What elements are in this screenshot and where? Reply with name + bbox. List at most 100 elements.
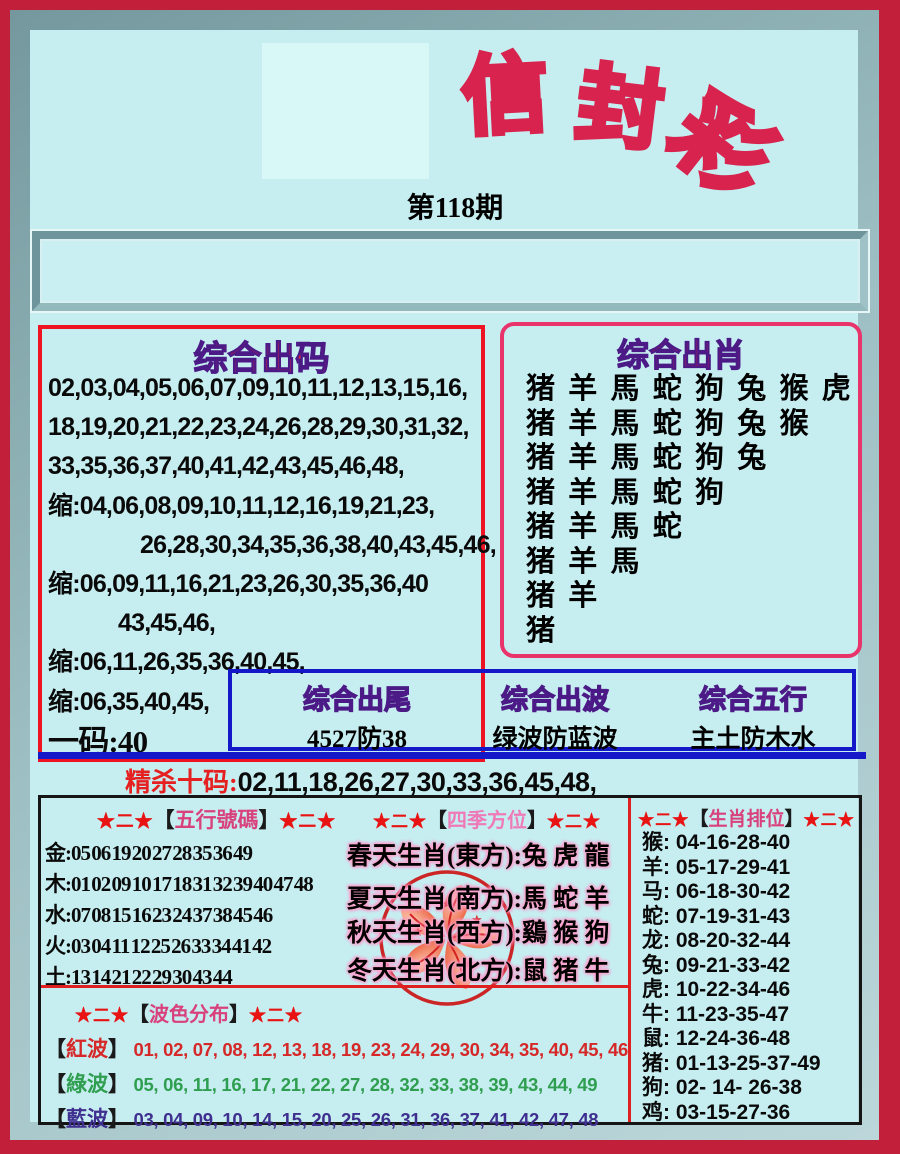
codes-line: 缩:04,06,08,09,10,11,12,16,19,21,23, <box>48 491 435 520</box>
codes-line: 缩:06,35,40,45, <box>48 687 210 716</box>
season-row-winter: 冬天生肖(北方):鼠 猪 牛 <box>347 958 610 985</box>
reference-box: ★ ★ ★ ★ ★ ★二★【五行號碼】★二★ 金:05 06 19 20 27 … <box>38 795 862 1131</box>
zodiac-rank-row: 狗: 02- 14- 26-38 <box>642 1076 802 1099</box>
summary-element-value: 主土防木水 <box>690 726 816 753</box>
summary-col-wave: 综合出波 绿波防蓝波 <box>456 678 654 753</box>
star-decor: ★二★ <box>279 811 337 831</box>
bracket-open: 【 <box>153 809 175 832</box>
bracket-open: 【 <box>689 809 709 830</box>
combined-zodiac-title: 综合出肖 <box>616 336 745 373</box>
bracket-close: 】 <box>229 1004 249 1026</box>
kill-ten-codes-numbers: 02,11,18,26,27,30,33,36,45,48, <box>237 767 597 797</box>
svg-text:★: ★ <box>471 912 483 927</box>
vertical-divider <box>628 798 631 1122</box>
zodiac-rank-row: 蛇: 07-19-31-43 <box>642 904 791 928</box>
element-row-water: 水:07 08 15 16 23 24 37 38 45 46 <box>45 903 273 927</box>
combined-codes-lines: 02,03,04,05,06,07,09,10,11,12,13,15,16, … <box>48 369 497 761</box>
summary-col-tail: 综合出尾 4527防38 <box>258 678 456 753</box>
codes-line: 43,45,46, <box>118 609 216 638</box>
blank-panel <box>262 43 429 179</box>
zodiac-row: 猪 <box>526 614 559 647</box>
title-char-1: 信 <box>457 43 553 148</box>
wave-color-header: ★二★【波色分布】★二★ <box>75 998 625 1027</box>
four-seasons-header: ★二★【四季方位】★二★ <box>341 804 633 833</box>
zodiac-rank-row: 牛: 11-23-35-47 <box>642 1002 790 1026</box>
four-seasons-header-text: 四季方位 <box>447 810 527 832</box>
bracket-close: 】 <box>108 1072 129 1096</box>
red-wave-row: 【紅波】 01, 02, 07, 08, 12, 13, 18, 19, 23,… <box>45 1033 628 1068</box>
svg-text:★: ★ <box>463 956 475 971</box>
blue-divider-line <box>38 752 866 759</box>
season-row-autumn: 秋天生肖(西方):鷄 猴 狗 <box>347 920 610 947</box>
bracket-open: 【 <box>45 1072 66 1096</box>
bracket-close: 】 <box>258 809 280 832</box>
codes-line: 26,28,30,34,35,36,38,40,43,45,46, <box>140 530 497 559</box>
summary-box: 综合出尾 4527防38 综合出波 绿波防蓝波 综合五行 主土防木水 <box>228 669 856 753</box>
element-row-earth: 土:13 14 21 22 29 30 43 44 <box>45 965 233 989</box>
zodiac-rank-header: ★二★【生肖排位】★二★ <box>638 804 862 831</box>
combined-zodiac-box: 综合出肖 猪 羊 馬 蛇 狗 兔 猴 虎 猪 羊 馬 蛇 狗 兔 猴 猪 羊 馬… <box>500 322 862 658</box>
title-char-2: 封 <box>569 54 671 165</box>
five-elements-section: ★二★【五行號碼】★二★ 金:05 06 19 20 27 28 35 36 4… <box>45 804 385 993</box>
five-elements-header: ★二★【五行號碼】★二★ <box>97 804 385 834</box>
blank-input-bar <box>32 231 868 311</box>
green-wave-label: 【綠波】 <box>45 1072 129 1096</box>
bracket-open: 【 <box>45 1037 66 1061</box>
star-decor: ★二★ <box>75 1006 129 1025</box>
codes-line: 33,35,36,37,40,41,42,43,45,46,48, <box>48 452 405 481</box>
season-row-summer: 夏天生肖(南方):馬 蛇 羊 <box>347 886 610 913</box>
zodiac-rank-row: 龙: 08-20-32-44 <box>642 929 791 952</box>
bracket-open: 【 <box>129 1004 149 1026</box>
combined-codes-title: 综合出码 <box>193 340 330 378</box>
star-decor: ★二★ <box>547 812 601 831</box>
codes-line: 18,19,20,21,22,23,24,26,28,29,30,31,32, <box>48 413 469 442</box>
wave-color-section: ★二★【波色分布】★二★ 【紅波】 01, 02, 07, 08, 12, 13… <box>45 994 628 1138</box>
star-decor: ★二★ <box>97 811 154 831</box>
green-wave-row: 【綠波】 05, 06, 11, 16, 17, 21, 22, 27, 28,… <box>45 1068 625 1103</box>
element-row-fire: 火:03 04 11 12 25 26 33 34 41 42 <box>45 934 272 958</box>
element-row-wood: 木:01 02 09 10 17 18 31 32 39 40 47 48 <box>45 872 314 896</box>
season-row-spring: 春天生肖(東方):兔 虎 龍 <box>347 843 610 870</box>
bracket-close: 】 <box>108 1037 129 1061</box>
red-wave-label: 【紅波】 <box>45 1037 129 1061</box>
issue-number: 第118期 <box>406 193 504 224</box>
svg-text:★: ★ <box>425 958 437 973</box>
zodiac-rank-row: 羊: 05-17-29-41 <box>642 855 791 879</box>
bracket-close: 】 <box>784 809 804 830</box>
star-decor: ★二★ <box>638 811 690 829</box>
zodiac-rank-section: ★二★【生肖排位】★二★ 猴: 04-16-28-40 羊: 05-17-29-… <box>634 804 862 1125</box>
horizontal-divider <box>41 985 631 988</box>
green-wave-numbers: 05, 06, 11, 16, 17, 21, 22, 27, 28, 32, … <box>133 1074 598 1095</box>
bracket-close: 】 <box>108 1107 129 1131</box>
zodiac-rank-row: 兔: 09-21-33-42 <box>642 953 791 977</box>
zodiac-row: 猪 羊 馬 蛇 狗 兔 猴 虎 <box>526 373 854 405</box>
blue-wave-row: 【藍波】 03, 04, 09, 10, 14, 15, 20, 25, 26,… <box>45 1103 625 1138</box>
summary-wave-title: 综合出波 <box>500 684 609 715</box>
zodiac-row: 猪 羊 馬 蛇 狗 兔 猴 <box>526 407 812 440</box>
zodiac-row: 猪 羊 馬 蛇 狗 <box>526 476 728 509</box>
zodiac-rank-row: 猪: 01-13-25-37-49 <box>642 1051 821 1075</box>
bracket-close: 】 <box>527 810 547 832</box>
codes-line: 02,03,04,05,06,07,09,10,11,12,13,15,16, <box>48 374 468 402</box>
element-row-gold: 金:05 06 19 20 27 28 35 36 49 <box>45 841 253 865</box>
star-decor: ★二★ <box>373 812 427 831</box>
kill-ten-codes-label: 精杀十码: <box>125 768 238 797</box>
wave-color-header-text: 波色分布 <box>149 1004 229 1026</box>
zodiac-rank-row: 鼠: 12-24-36-48 <box>642 1027 791 1050</box>
svg-text:★: ★ <box>441 896 453 911</box>
bracket-open: 【 <box>427 810 447 832</box>
zodiac-rank-row: 鸡: 03-15-27-36 <box>642 1100 791 1124</box>
bracket-open: 【 <box>45 1107 66 1131</box>
blue-wave-label: 【藍波】 <box>45 1107 129 1131</box>
bauhinia-flower-emblem: ★ ★ ★ ★ ★ <box>379 870 515 1006</box>
zodiac-rank-row: 猴: 04-16-28-40 <box>642 831 791 854</box>
red-wave-numbers: 01, 02, 07, 08, 12, 13, 18, 19, 23, 24, … <box>133 1039 628 1060</box>
kill-ten-codes: 精杀十码:02,11,18,26,27,30,33,36,45,48, <box>125 762 597 799</box>
zodiac-row: 猪 羊 馬 蛇 <box>526 511 685 543</box>
codes-line: 缩:06,09,11,16,21,23,26,30,35,36,40 <box>48 570 429 599</box>
zodiac-row: 猪 羊 馬 <box>526 545 643 578</box>
zodiac-row: 猪 羊 <box>526 580 601 612</box>
combined-zodiac-rows: 猪 羊 馬 蛇 狗 兔 猴 虎 猪 羊 馬 蛇 狗 兔 猴 猪 羊 馬 蛇 狗 … <box>526 372 854 648</box>
star-decor: ★二★ <box>249 1006 303 1025</box>
